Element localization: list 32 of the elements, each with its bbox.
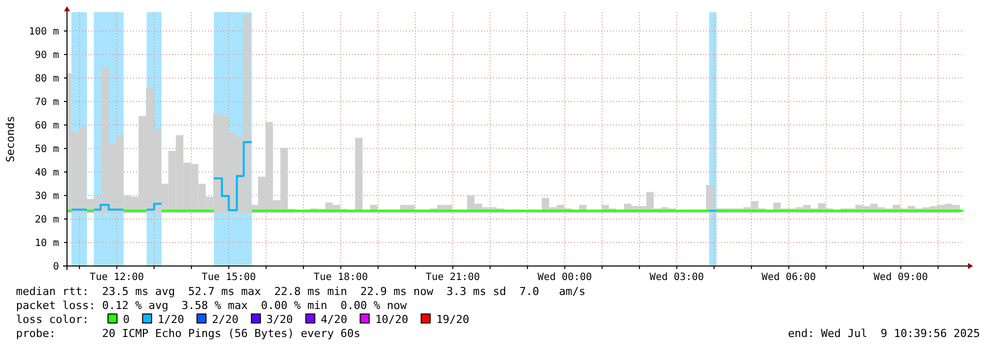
y-axis-title: Seconds xyxy=(4,116,17,162)
y-tick-label: 70 m xyxy=(34,97,59,108)
y-tick-label: 100 m xyxy=(28,26,59,38)
x-tick-label: Tue 12:00 xyxy=(90,272,144,283)
legend-label: 2/20 xyxy=(212,313,238,326)
text: end: Wed Jul 9 10:39:56 2025 xyxy=(788,327,980,340)
x-tick-label: Wed 06:00 xyxy=(762,272,816,283)
x-tick-label: Wed 00:00 xyxy=(538,272,592,283)
legend-label: 1/20 xyxy=(158,313,184,326)
legend-title: loss color: xyxy=(16,313,89,326)
text: packet loss: 0.12 % avg 3.58 % max 0.00 % min 0.00 % now xyxy=(16,299,408,312)
y-tick-label: 50 m xyxy=(34,144,59,155)
y-tick-label: 40 m xyxy=(34,168,59,178)
y-tick-label: 10 m xyxy=(34,238,59,249)
y-tick-label: 90 m xyxy=(34,50,59,61)
text: probe: 20 ICMP Echo Pings (56 Bytes) every 60s xyxy=(16,327,360,340)
legend-label: 10/20 xyxy=(375,313,408,326)
legend-label: 3/20 xyxy=(266,313,293,326)
x-tick-label: Tue 15:00 xyxy=(202,272,256,283)
x-tick-label: Wed 03:00 xyxy=(650,272,704,283)
text: median rtt: 23.5 ms avg 52.7 ms max 22.8 ms min 22.9 ms now 3.3 ms sd 7.0 am/s xyxy=(16,285,586,298)
x-tick-label: Tue 21:00 xyxy=(426,272,480,283)
x-tick-label: Tue 18:00 xyxy=(314,272,368,283)
y-tick-label: 30 m xyxy=(34,191,59,202)
legend-label: 4/20 xyxy=(320,313,348,326)
legend-label: 0 xyxy=(123,313,130,326)
y-tick-label: 60 m xyxy=(34,120,59,132)
y-tick-label: 80 m xyxy=(34,74,59,84)
y-tick-label: 0 xyxy=(52,262,59,272)
x-tick-label: Wed 09:00 xyxy=(874,272,928,283)
y-tick-label: 20 m xyxy=(34,214,59,226)
legend-label: 19/20 xyxy=(436,313,470,326)
